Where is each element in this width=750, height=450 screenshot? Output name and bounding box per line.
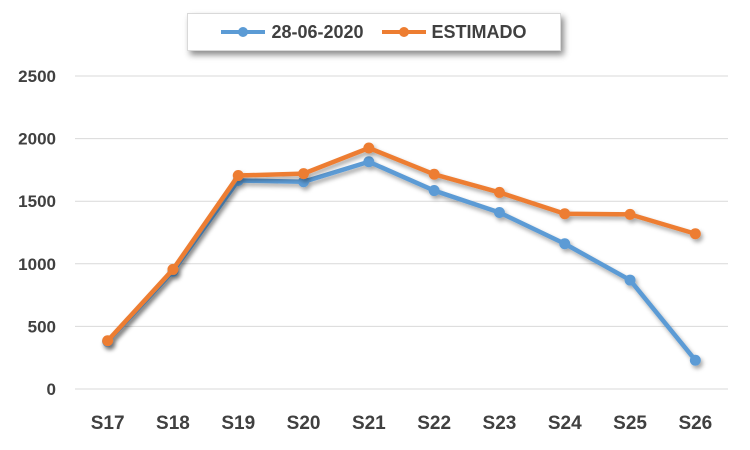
legend-label-series-1: 28-06-2020 (271, 21, 364, 42)
x-tick-label: S25 (613, 413, 647, 434)
x-tick-label: S20 (287, 413, 321, 434)
series-1 (102, 156, 701, 366)
x-tick-label: S18 (156, 413, 190, 434)
data-point (493, 206, 505, 218)
x-tick-label: S22 (417, 413, 451, 434)
y-tick-label: 2500 (18, 67, 56, 86)
y-tick-label: 0 (47, 380, 56, 399)
chart-legend: 28-06-2020 ESTIMADO (187, 13, 561, 51)
data-point (298, 168, 310, 180)
y-tick-label: 500 (28, 317, 56, 336)
x-axis-tick-labels: S17 S18 S19 S20 S21 S22 S23 S24 S25 S26 (91, 413, 713, 434)
data-point (102, 335, 114, 347)
data-point (363, 142, 375, 154)
data-point (232, 170, 244, 182)
data-point (428, 185, 440, 197)
data-point (493, 186, 505, 198)
legend-item-series-1: 28-06-2020 (221, 21, 364, 43)
y-tick-label: 2000 (18, 130, 56, 149)
x-tick-label: S23 (483, 413, 517, 434)
y-axis-tick-labels: 0 500 1000 1500 2000 2500 (18, 67, 56, 399)
legend-marker-series-1 (221, 27, 266, 37)
legend-label-series-2: ESTIMADO (431, 21, 527, 42)
gridlines (75, 75, 728, 390)
data-point (559, 238, 571, 250)
data-point (624, 274, 636, 286)
legend-marker-series-2 (381, 27, 426, 37)
x-tick-label: S21 (352, 413, 386, 434)
data-point (167, 263, 179, 275)
x-tick-label: S24 (548, 413, 582, 434)
legend-item-series-2: ESTIMADO (381, 21, 527, 43)
x-tick-label: S17 (91, 413, 125, 434)
data-point (428, 168, 440, 180)
y-tick-label: 1500 (18, 192, 56, 211)
data-point (624, 208, 636, 220)
series-2 (102, 142, 701, 347)
series-line (105, 159, 698, 363)
data-point (689, 228, 701, 240)
y-tick-label: 1000 (18, 255, 56, 274)
x-tick-label: S26 (678, 413, 712, 434)
data-point (689, 354, 701, 366)
series-line (105, 145, 698, 344)
x-tick-label: S19 (221, 413, 255, 434)
data-point (559, 208, 571, 220)
data-point (363, 156, 375, 168)
data-point (298, 176, 310, 188)
